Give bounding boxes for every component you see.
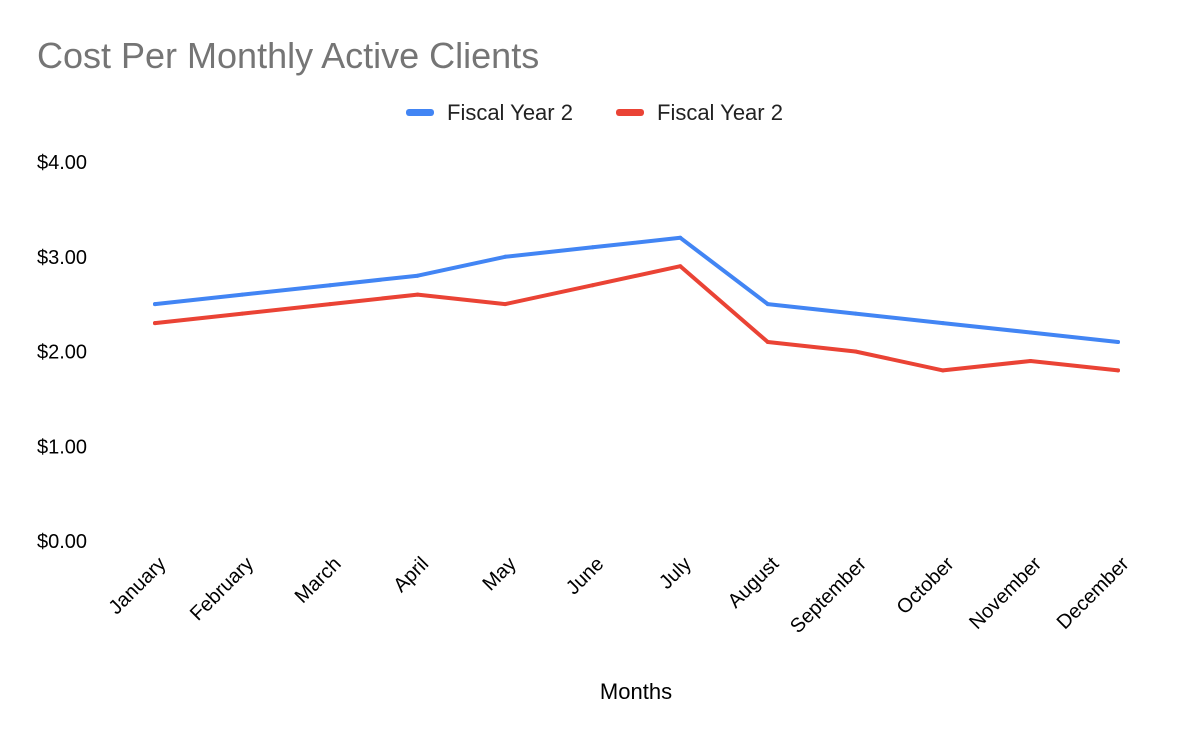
- x-axis-ticks: January February March April May June July Augu…: [105, 553, 1134, 638]
- y-tick-label: $1.00: [37, 436, 87, 458]
- series-1-point: [503, 254, 508, 259]
- y-tick-label: $3.00: [37, 247, 87, 269]
- series-1-point: [153, 302, 157, 307]
- series-2-point: [940, 368, 945, 373]
- series-2-point: [1028, 359, 1033, 363]
- series-2-point: [240, 311, 245, 316]
- legend-swatch-series-1: [406, 109, 434, 116]
- series-1-point: [590, 245, 595, 250]
- y-axis-ticks: $0.00 $1.00 $2.00 $3.00 $4.00: [37, 152, 87, 553]
- legend-swatch-series-2: [616, 109, 644, 116]
- y-tick-label: $4.00: [37, 152, 87, 174]
- series-2-point: [415, 292, 420, 297]
- x-axis-title: Months: [600, 679, 672, 704]
- series-1-point: [240, 292, 245, 297]
- chart-title: Cost Per Monthly Active Clients: [37, 35, 539, 76]
- x-tick-label: May: [478, 553, 520, 595]
- x-tick-label: July: [655, 553, 696, 594]
- legend: Fiscal Year 2 Fiscal Year 2: [406, 100, 783, 125]
- series-1-point: [1116, 340, 1120, 344]
- series-1-point: [853, 311, 858, 316]
- series-2-point: [153, 321, 157, 326]
- series-2-point: [503, 302, 508, 307]
- series-2-point: [765, 340, 770, 344]
- series-line-1: [153, 235, 1120, 344]
- x-tick-label: September: [786, 553, 871, 638]
- series-2-point: [678, 264, 683, 269]
- y-tick-label: $0.00: [37, 531, 87, 553]
- x-tick-label: January: [105, 553, 171, 619]
- x-tick-label: February: [186, 553, 258, 625]
- series-1-point: [415, 273, 420, 278]
- x-tick-label: April: [389, 553, 433, 597]
- series-1-point: [765, 302, 770, 307]
- x-tick-label: March: [291, 553, 346, 608]
- series-2-point: [1116, 368, 1120, 373]
- series-layer: [153, 235, 1120, 373]
- series-1-point: [940, 321, 945, 326]
- x-tick-label: October: [893, 553, 959, 619]
- legend-label-series-2: Fiscal Year 2: [657, 100, 783, 125]
- series-2-point: [328, 302, 333, 307]
- x-tick-label: December: [1053, 553, 1134, 634]
- x-tick-label: June: [562, 553, 608, 599]
- series-line-2: [153, 264, 1120, 373]
- legend-label-series-1: Fiscal Year 2: [447, 100, 573, 125]
- x-tick-label: August: [724, 553, 784, 613]
- series-1-point: [328, 283, 333, 288]
- x-tick-label: November: [965, 553, 1046, 634]
- series-2-point: [853, 349, 858, 354]
- series-1-point: [678, 235, 683, 240]
- series-2-point: [590, 283, 595, 288]
- series-1-point: [1028, 330, 1033, 335]
- y-tick-label: $2.00: [37, 342, 87, 364]
